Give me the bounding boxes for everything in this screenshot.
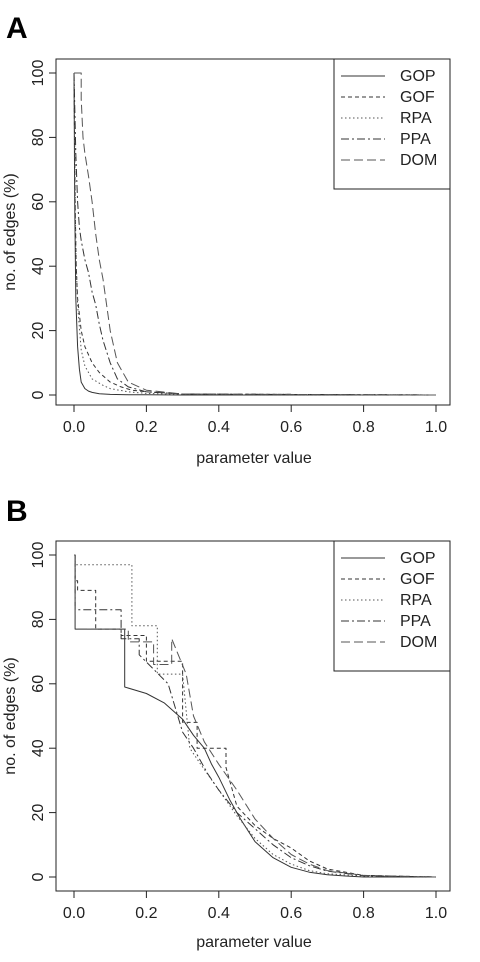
x-tick-label: 0.8 <box>352 419 374 436</box>
x-tick-label: 0.0 <box>63 905 85 922</box>
series-line-ppa <box>73 72 437 396</box>
x-tick-label: 0.8 <box>352 905 374 922</box>
x-axis-label-a: parameter value <box>196 450 312 467</box>
x-tick-label: 0.2 <box>135 905 157 922</box>
y-ticks-a: 0 20 40 60 80 100 <box>30 60 56 399</box>
plot-frame-b <box>55 540 451 892</box>
series-group-b <box>74 554 437 878</box>
plot-frame-a <box>55 58 451 406</box>
y-tick-label: 40 <box>30 257 47 275</box>
x-tick-label: 0.2 <box>135 419 157 436</box>
legend-label-rpa: RPA <box>400 592 432 609</box>
series-line-ppa <box>74 554 437 878</box>
x-axis-label-b: parameter value <box>196 934 312 951</box>
y-ticks-b: 0 20 40 60 80 100 <box>30 542 56 881</box>
x-tick-label: 1.0 <box>425 905 447 922</box>
series-line-rpa <box>74 554 437 878</box>
y-tick-label: 0 <box>30 390 47 399</box>
legend-label-dom: DOM <box>400 634 437 651</box>
series-line-gof <box>74 554 437 878</box>
legend-label-ppa: PPA <box>400 131 431 148</box>
chart-panel-a: A 0 20 40 60 80 100 0.0 0.2 0.4 0.6 0.8 1.0 parame… <box>2 12 451 467</box>
x-tick-label: 0.6 <box>280 419 302 436</box>
series-group-a <box>73 72 437 396</box>
legend-label-ppa: PPA <box>400 613 431 630</box>
y-tick-label: 20 <box>30 804 47 822</box>
y-axis-label-b: no. of edges (%) <box>2 657 19 774</box>
legend-label-dom: DOM <box>400 152 437 169</box>
panel-letter-a: A <box>6 12 28 45</box>
legend-label-gop: GOP <box>400 68 436 85</box>
legend-box-b <box>333 540 451 672</box>
y-tick-label: 0 <box>30 872 47 881</box>
series-line-gop <box>73 72 436 396</box>
series-line-dom <box>74 72 437 396</box>
legend-label-gof: GOF <box>400 89 435 106</box>
x-ticks-b: 0.0 0.2 0.4 0.6 0.8 1.0 <box>63 891 447 922</box>
y-tick-label: 60 <box>30 675 47 693</box>
y-tick-label: 80 <box>30 128 47 146</box>
x-tick-label: 1.0 <box>425 419 447 436</box>
y-tick-label: 100 <box>30 60 47 87</box>
x-tick-label: 0.6 <box>280 905 302 922</box>
legend-label-rpa: RPA <box>400 110 432 127</box>
y-tick-label: 40 <box>30 739 47 757</box>
y-tick-label: 100 <box>30 542 47 569</box>
legend-b: GOP GOF RPA PPA DOM <box>333 540 451 672</box>
chart-panel-b: B 0 20 40 60 80 100 0.0 0.2 0.4 0.6 0.8 1.0 parame… <box>2 495 451 951</box>
x-ticks-a: 0.0 0.2 0.4 0.6 0.8 1.0 <box>63 405 447 436</box>
y-tick-label: 20 <box>30 322 47 340</box>
panel-letter-b: B <box>6 495 28 528</box>
legend-a: GOP GOF RPA PPA DOM <box>333 58 451 190</box>
series-line-gop <box>74 554 436 878</box>
x-tick-label: 0.4 <box>208 419 230 436</box>
legend-label-gof: GOF <box>400 571 435 588</box>
y-tick-label: 80 <box>30 610 47 628</box>
legend-box-a <box>333 58 451 190</box>
legend-label-gop: GOP <box>400 550 436 567</box>
x-tick-label: 0.4 <box>208 905 230 922</box>
y-axis-label-a: no. of edges (%) <box>2 173 19 290</box>
x-tick-label: 0.0 <box>63 419 85 436</box>
y-tick-label: 60 <box>30 193 47 211</box>
series-line-dom <box>74 554 437 878</box>
